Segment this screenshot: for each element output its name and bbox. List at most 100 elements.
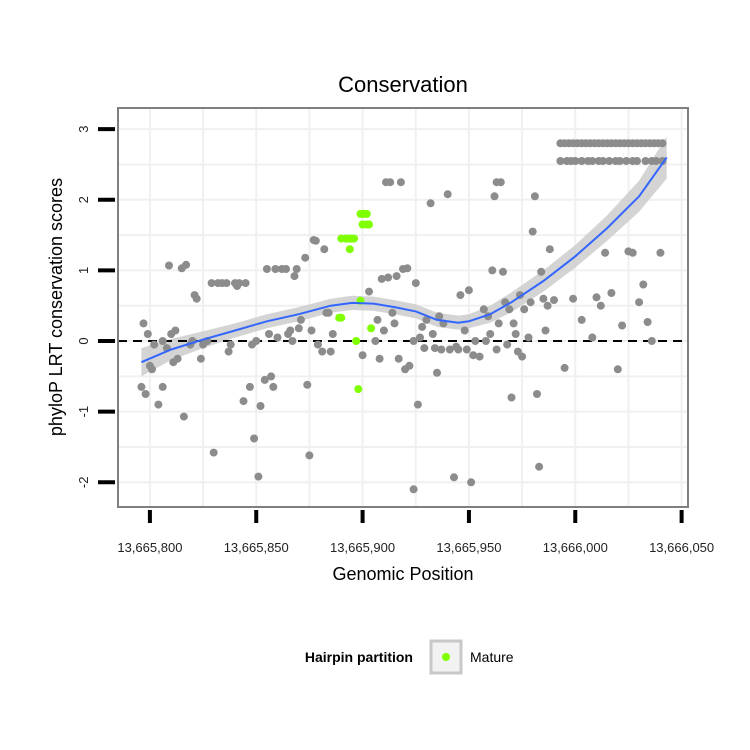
data-point-other — [282, 265, 290, 273]
data-point-other — [158, 382, 167, 391]
data-point-other — [628, 248, 637, 257]
data-point-other — [613, 365, 622, 374]
data-point-other — [488, 266, 497, 275]
data-point-other — [494, 319, 503, 328]
data-point-other — [239, 397, 248, 406]
data-point-other — [509, 319, 518, 328]
panel-border — [117, 107, 689, 508]
data-point-other — [605, 157, 614, 165]
data-point-other — [622, 157, 631, 165]
data-point-mature — [354, 385, 363, 394]
data-point-mature — [345, 245, 354, 254]
data-point-other — [411, 279, 420, 288]
smooth-fit-line — [141, 156, 668, 364]
smooth-line — [141, 156, 668, 364]
data-point-other — [418, 322, 427, 331]
data-point-other — [260, 375, 269, 384]
legend-label-mature: Mature — [470, 649, 514, 665]
data-point-other — [392, 272, 401, 281]
data-point-other — [460, 326, 469, 335]
x-tick-label: 13,665,800 — [117, 540, 182, 555]
data-point-other — [148, 365, 156, 374]
data-point-other — [254, 472, 263, 481]
data-point-other — [318, 347, 327, 356]
data-point-other — [524, 333, 533, 342]
data-point-other — [250, 434, 259, 443]
y-axis-label: phyloP LRT conservation scores — [46, 178, 66, 436]
data-point-other — [481, 337, 490, 345]
data-point-other — [150, 340, 159, 349]
data-point-other — [462, 345, 471, 354]
data-point-other — [537, 267, 546, 276]
data-point-other — [422, 315, 431, 324]
data-point-other — [273, 333, 282, 342]
data-point-other — [388, 308, 397, 317]
data-point-other — [405, 361, 414, 370]
legend: Hairpin partition Mature — [305, 639, 514, 675]
data-point-other — [471, 337, 480, 345]
data-point-other — [390, 319, 399, 328]
data-point-other — [209, 448, 218, 457]
data-point-other — [435, 312, 444, 321]
data-point-other — [577, 157, 586, 165]
data-point-other — [556, 157, 565, 165]
data-point-other — [492, 345, 501, 354]
data-point-other — [296, 315, 305, 324]
data-point-other — [358, 351, 367, 360]
data-point-other — [588, 157, 597, 165]
data-point-other — [384, 273, 393, 282]
data-point-other — [265, 330, 273, 338]
data-point-other — [256, 402, 265, 410]
data-point-other — [288, 337, 297, 345]
data-point-other — [535, 462, 544, 471]
data-point-other — [437, 345, 446, 354]
data-point-other — [571, 157, 580, 165]
data-point-other — [530, 192, 539, 201]
data-point-other — [409, 337, 418, 345]
data-point-other — [154, 400, 163, 409]
data-point-other — [235, 279, 244, 288]
data-point-other — [416, 333, 424, 342]
y-tick-label: -1 — [76, 406, 91, 418]
data-point-other — [420, 344, 429, 353]
y-axis: -2 -1 0 1 2 3 — [76, 126, 115, 488]
data-point-other — [271, 265, 280, 273]
chart-title: Conservation — [338, 72, 468, 97]
data-point-other — [182, 260, 191, 269]
legend-key-mature-dot — [442, 653, 450, 661]
data-point-other — [409, 485, 418, 494]
data-point-other — [426, 199, 435, 208]
y-tick-label: 0 — [76, 337, 91, 344]
data-point-other — [290, 272, 299, 281]
data-point-other — [543, 301, 552, 310]
data-point-other — [313, 340, 322, 349]
legend-title: Hairpin partition — [305, 649, 413, 665]
data-point-other — [165, 261, 173, 270]
data-point-other — [592, 293, 601, 302]
confidence-band-area — [141, 136, 667, 377]
data-point-other — [505, 305, 514, 314]
data-point-other — [373, 315, 382, 324]
data-point-other — [433, 368, 441, 377]
data-point-other — [577, 315, 586, 324]
data-point-other — [222, 279, 231, 288]
data-point-other — [320, 245, 329, 254]
data-point-other — [311, 236, 320, 245]
data-point-other — [179, 412, 188, 421]
data-point-other — [241, 279, 250, 288]
data-point-other — [137, 382, 146, 391]
x-tick-label: 13,666,000 — [543, 540, 608, 555]
x-axis-label: Genomic Position — [332, 564, 473, 584]
data-point-other — [252, 337, 261, 345]
data-point-other — [475, 352, 484, 361]
mature-points-series — [335, 209, 376, 394]
data-point-other — [413, 400, 422, 409]
data-point-other — [596, 301, 605, 310]
data-point-mature — [337, 313, 346, 322]
data-point-other — [207, 279, 216, 288]
legend-key-box — [429, 639, 463, 675]
data-point-mature — [367, 324, 376, 333]
data-point-other — [196, 354, 205, 363]
data-point-other — [486, 330, 495, 338]
